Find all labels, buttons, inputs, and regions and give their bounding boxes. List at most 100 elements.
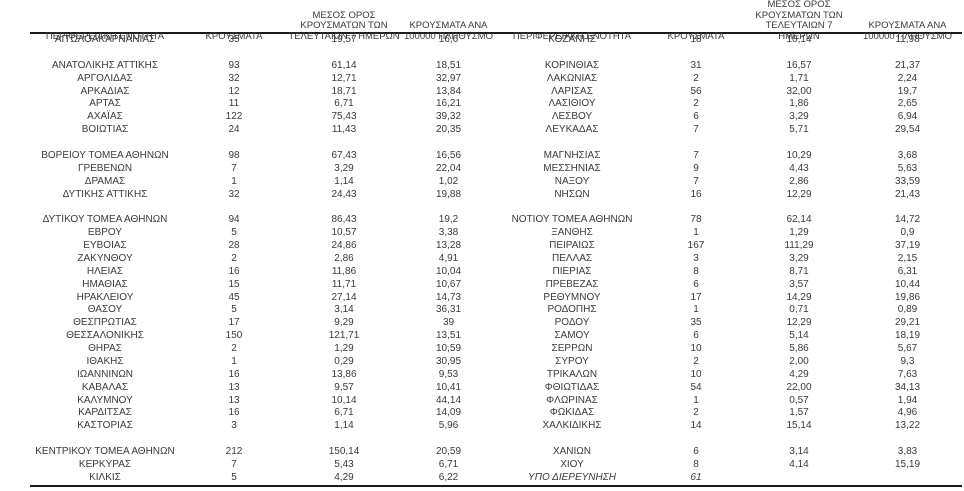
avg7-cell: 16,57 xyxy=(786,59,812,71)
per100k-cell: 19,7 xyxy=(897,85,918,97)
region-cell: ΤΡΙΚΑΛΩΝ xyxy=(546,368,598,380)
region-cell: ΑΡΓΟΛΙΔΑΣ xyxy=(77,72,133,84)
cases-cell: 167 xyxy=(687,240,705,251)
avg7-cell: 1,71 xyxy=(789,72,809,84)
region-cell: ΦΘΙΩΤΙΔΑΣ xyxy=(544,381,600,393)
table-row: ΘΗΡΑΣ 2 1,29 10,59 ΣΕΡΡΩΝ 10 5,86 5,67 xyxy=(30,343,962,356)
per100k-cell: 1,94 xyxy=(897,394,918,406)
per100k-cell: 5,63 xyxy=(897,162,918,174)
avg7-cell: 121,71 xyxy=(328,330,360,342)
avg7-cell: 0,29 xyxy=(334,355,354,367)
per100k-cell: 9,53 xyxy=(438,368,459,380)
avg7-cell: 5,71 xyxy=(789,124,809,136)
cases-cell: 9 xyxy=(693,162,699,174)
avg7-cell: 1,14 xyxy=(334,420,354,432)
cases-cell: 14 xyxy=(690,420,702,432)
avg7-cell: 5,14 xyxy=(789,330,809,342)
per100k-cell: 13,51 xyxy=(435,330,462,342)
region-cell: ΘΕΣΣΑΛΟΝΙΚΗΣ xyxy=(66,330,144,342)
avg7-cell: 3,57 xyxy=(789,278,809,290)
per100k-cell: 11,98 xyxy=(895,34,920,45)
cases-cell: 10 xyxy=(690,343,702,354)
per100k-cell: 10,04 xyxy=(435,265,462,277)
per100k-cell: 19,86 xyxy=(894,291,921,303)
region-cell: ΝΑΞΟΥ xyxy=(554,175,590,187)
region-cell: ΓΡΕΒΕΝΩΝ xyxy=(77,162,133,174)
avg7-cell: 1,29 xyxy=(789,227,809,239)
per100k-cell: 3,38 xyxy=(438,227,459,239)
cases-cell: 12 xyxy=(228,85,240,97)
per100k-cell: 18,51 xyxy=(435,59,462,71)
table-row: ΑΡΚΑΔΙΑΣ 12 18,71 13,84 ΛΑΡΙΣΑΣ 56 32,00 19,7 xyxy=(30,86,962,99)
per100k-cell: 37,19 xyxy=(894,240,921,251)
cases-cell: 5 xyxy=(231,471,237,483)
table-row: ΕΥΒΟΙΑΣ 28 24,86 13,28 ΠΕΙΡΑΙΩΣ 167 111,29 37,1… xyxy=(30,240,962,253)
per100k-cell: 2,15 xyxy=(897,252,918,264)
table-row: ΚΑΒΑΛΑΣ 13 9,57 10,41 ΦΘΙΩΤΙΔΑΣ 54 22,00 34,13 xyxy=(30,382,962,395)
cases-cell: 17 xyxy=(228,317,240,329)
header-cases-left: ΚΡΟΥΣΜΑΤΑ xyxy=(205,30,263,42)
avg7-cell: 9,57 xyxy=(334,381,354,393)
cases-cell: 6 xyxy=(693,278,699,290)
header-per100k-left: ΚΡΟΥΣΜΑΤΑ ΑΝΑ 100000 ΠΛΗΘΥΣΜΟ xyxy=(403,20,493,42)
region-cell: ΑΧΑΪΑΣ xyxy=(87,111,123,123)
cases-cell: 7 xyxy=(693,124,699,136)
per100k-cell: 4,96 xyxy=(897,407,918,419)
cases-cell: 5 xyxy=(231,227,237,239)
header-cases-right: ΚΡΟΥΣΜΑΤΑ xyxy=(667,30,725,42)
region-cell: ΦΩΚΙΔΑΣ xyxy=(549,407,595,419)
table-row: ΚΕΡΚΥΡΑΣ 7 5,43 6,71 ΧΙΟΥ 8 4,14 15,19 xyxy=(30,459,962,472)
cases-cell: 1 xyxy=(231,175,237,187)
cases-cell: 31 xyxy=(690,59,702,71)
cases-cell: 54 xyxy=(690,381,702,393)
cases-cell: 78 xyxy=(690,214,702,226)
table-row: ΗΡΑΚΛΕΙΟΥ 45 27,14 14,73 ΡΕΘΥΜΝΟΥ 17 14,29 19,8… xyxy=(30,292,962,305)
cases-cell: 56 xyxy=(690,85,702,97)
per100k-cell: 19,2 xyxy=(438,214,459,226)
region-cell: ΧΑΝΙΩΝ xyxy=(552,446,592,457)
region-cell: ΑΙΤΩΛΟΑΚΑΡΝΑΝΙΑΣ xyxy=(54,34,156,45)
region-cell: ΚΑΒΑΛΑΣ xyxy=(81,381,129,393)
cases-cell: 32 xyxy=(228,188,240,200)
avg7-cell: 27,14 xyxy=(331,291,357,303)
avg7-cell: 10,14 xyxy=(786,34,812,45)
region-cell: ΜΕΣΣΗΝΙΑΣ xyxy=(543,162,601,174)
region-cell: ΧΑΛΚΙΔΙΚΗΣ xyxy=(542,420,602,432)
per100k-cell: 10,59 xyxy=(435,343,462,354)
table-row: ΙΩΑΝΝΙΝΩΝ 16 13,86 9,53 ΤΡΙΚΑΛΩΝ 10 4,29 7,63 xyxy=(30,369,962,382)
per100k-cell: 21,37 xyxy=(894,59,921,71)
avg7-cell: 4,14 xyxy=(789,458,809,470)
cases-cell: 7 xyxy=(693,175,699,187)
region-cell: ΚΙΛΚΙΣ xyxy=(89,471,121,483)
table-row: ΘΕΣΣΑΛΟΝΙΚΗΣ 150 121,71 13,51 ΣΑΜΟΥ 6 5,14 18,1… xyxy=(30,330,962,343)
header-avg7-right: ΜΕΣΟΣ ΟΡΟΣ ΚΡΟΥΣΜΑΤΩΝ ΤΩΝ ΤΕΛΕΥΤΑΙΩΝ 7 Η… xyxy=(755,0,843,42)
per100k-cell: 13,28 xyxy=(435,240,462,251)
per100k-cell: 39 xyxy=(442,317,455,329)
region-cell: ΗΛΕΙΑΣ xyxy=(86,265,124,277)
per100k-cell: 14,72 xyxy=(894,214,921,226)
per100k-cell: 20,59 xyxy=(435,446,462,457)
avg7-cell: 0,71 xyxy=(789,304,809,316)
per100k-cell: 7,63 xyxy=(897,368,918,380)
cases-cell: 6 xyxy=(693,446,699,457)
avg7-cell: 12,29 xyxy=(786,317,812,329)
table-row: ΖΑΚΥΝΘΟΥ 2 2,86 4,91 ΠΕΛΛΑΣ 3 3,29 2,15 xyxy=(30,253,962,266)
region-cell: ΚΑΣΤΟΡΙΑΣ xyxy=(77,420,133,432)
per100k-cell: 3,68 xyxy=(897,149,918,161)
region-cell: ΒΟΙΩΤΙΑΣ xyxy=(81,124,129,136)
table-row: ΔΥΤΙΚΗΣ ΑΤΤΙΚΗΣ 32 24,43 19,88 ΝΗΣΩΝ 16 12,29 2… xyxy=(30,189,962,202)
cases-cell: 6 xyxy=(693,330,699,342)
avg7-cell: 10,57 xyxy=(331,227,357,239)
region-cell: ΠΙΕΡΙΑΣ xyxy=(552,265,592,277)
per100k-cell: 13,84 xyxy=(435,85,462,97)
avg7-cell: 19,57 xyxy=(331,34,357,45)
avg7-cell: 75,43 xyxy=(331,111,357,123)
avg7-cell: 62,14 xyxy=(786,214,812,226)
avg7-cell: 4,29 xyxy=(334,471,354,483)
per100k-cell: 30,95 xyxy=(435,355,462,367)
cases-cell: 5 xyxy=(231,304,237,316)
region-cell: ΚΕΡΚΥΡΑΣ xyxy=(78,458,132,470)
cases-cell: 98 xyxy=(228,149,240,161)
region-cell: ΕΥΒΟΙΑΣ xyxy=(83,240,127,251)
region-cell: ΙΘΑΚΗΣ xyxy=(86,355,124,367)
